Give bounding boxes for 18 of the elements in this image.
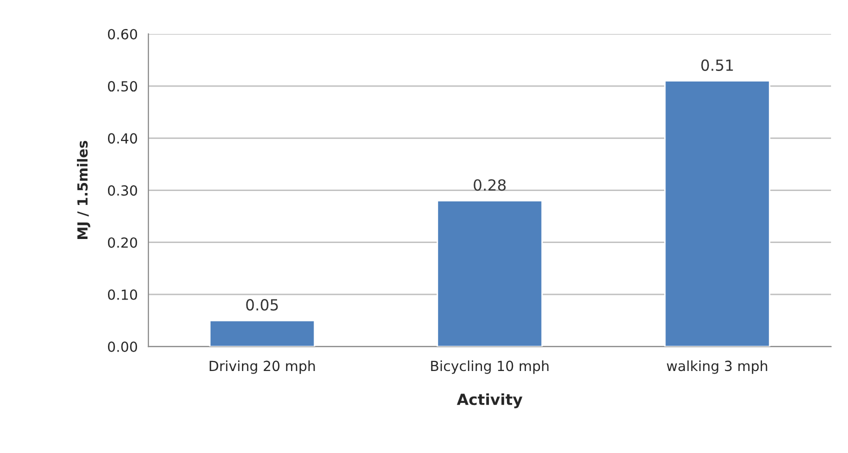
x-axis-title: Activity: [456, 393, 522, 408]
y-tick-label: 0.30: [108, 185, 138, 196]
data-label: 0.05: [246, 299, 278, 311]
y-tick-label: 0.60: [108, 28, 138, 40]
bar: [436, 200, 543, 347]
x-tick-label: Driving 20 mph: [210, 360, 315, 374]
x-tick-label: walking 3 mph: [666, 360, 768, 374]
bar: [209, 320, 316, 347]
x-tick-label: Bicycling 10 mph: [431, 360, 548, 374]
y-tick-label: 0.50: [108, 81, 138, 92]
y-tick-label: 0.20: [108, 237, 138, 248]
y-tick-label: 0.10: [108, 289, 138, 300]
data-label: 0.51: [701, 59, 733, 71]
bar: [664, 80, 770, 347]
y-tick-label: 0.40: [108, 133, 138, 144]
data-label: 0.28: [474, 179, 506, 191]
y-tick-label: 0.00: [108, 342, 138, 352]
y-axis-title: MJ / 1.5miles: [76, 140, 90, 239]
